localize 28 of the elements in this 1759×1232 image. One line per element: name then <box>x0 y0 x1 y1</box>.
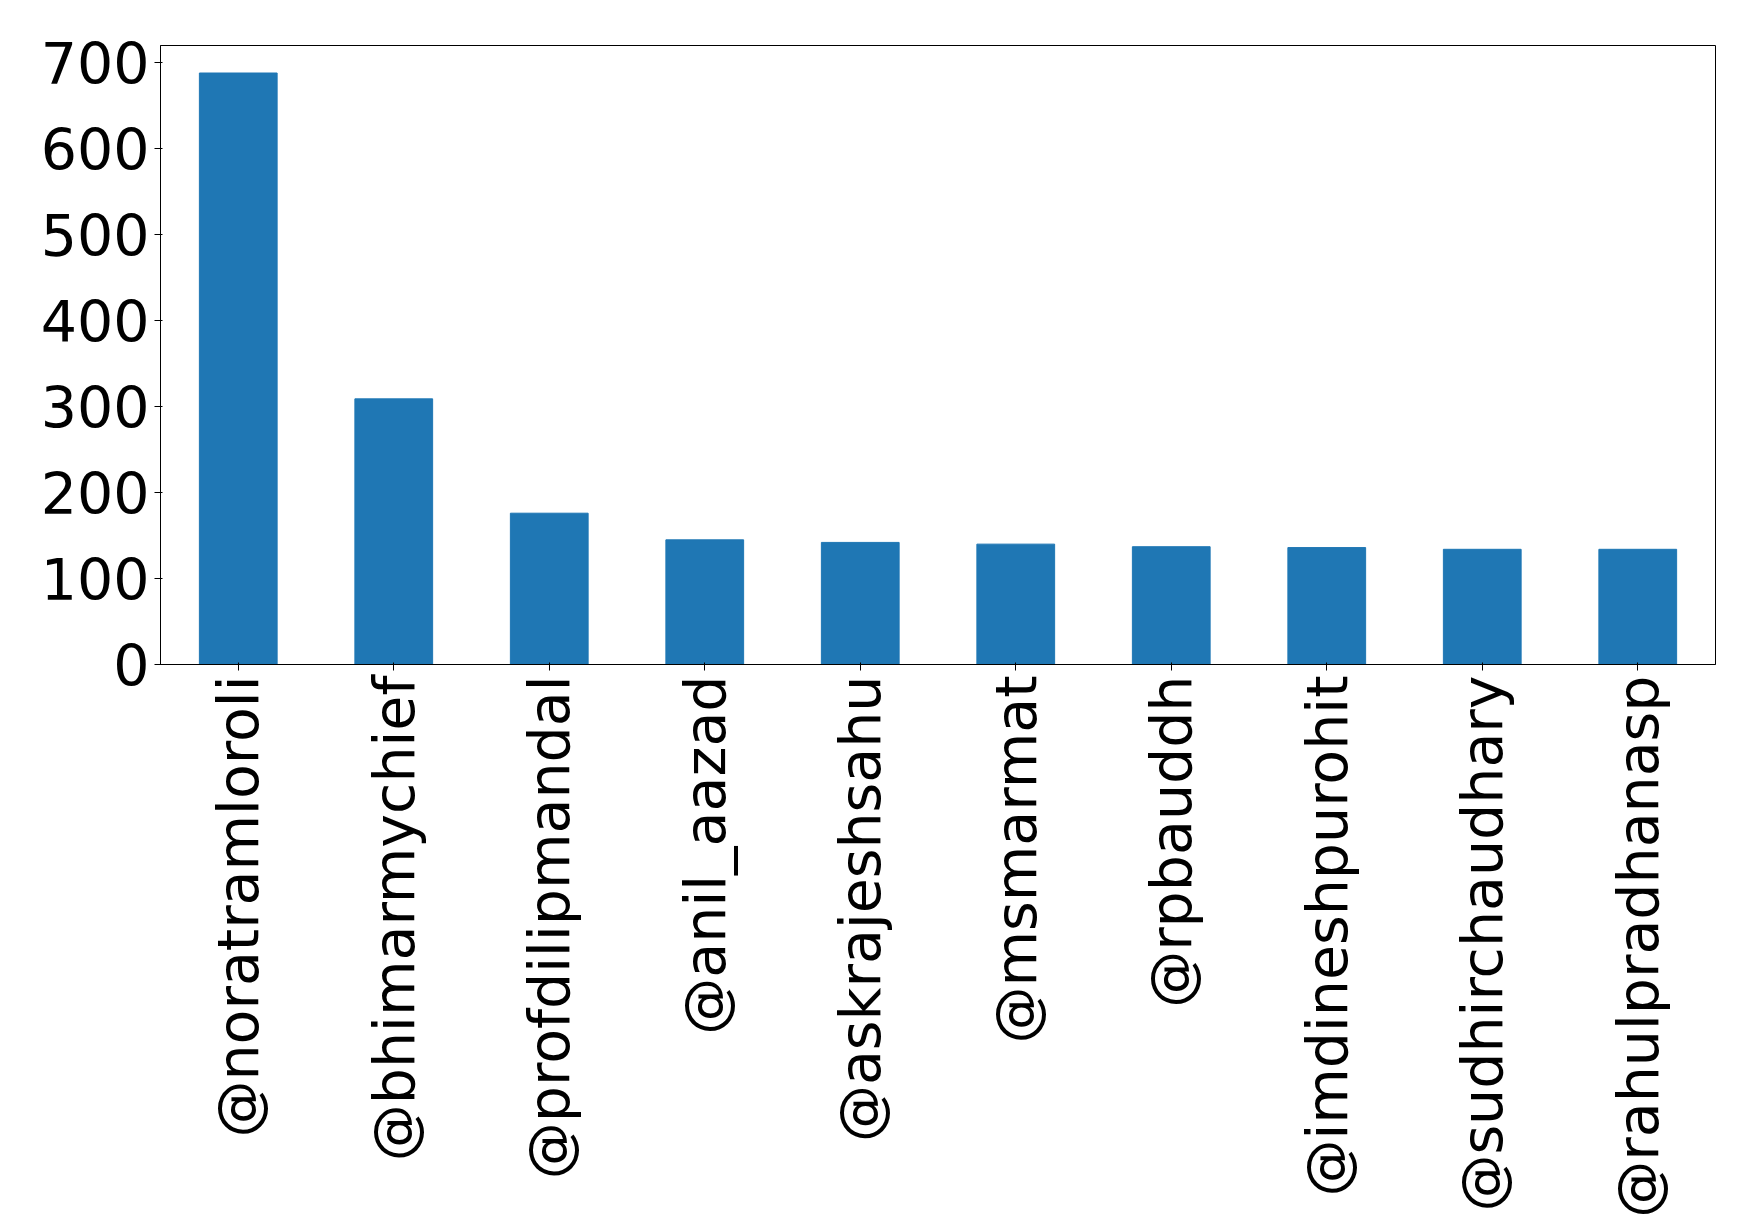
bar <box>198 72 278 665</box>
y-tick-label: 100 <box>40 546 150 613</box>
bar <box>1442 548 1522 665</box>
bar <box>509 512 589 665</box>
y-tick-label: 700 <box>40 30 150 97</box>
x-tick-label: @rahulpradhanasp <box>1604 675 1671 1218</box>
bar <box>1287 547 1367 665</box>
bar <box>976 543 1056 665</box>
y-tick-label: 200 <box>40 460 150 527</box>
x-tick-label: @msmarmat <box>982 675 1049 1044</box>
bar <box>1131 546 1211 665</box>
x-tick-label: @profdilipmandal <box>516 675 583 1180</box>
x-tick-label: @sudhirchaudhary <box>1449 675 1516 1212</box>
x-tick-label: @rpbauddh <box>1138 675 1205 1008</box>
x-tick-label: @imdineshpurohit <box>1293 675 1360 1197</box>
bar <box>1598 548 1678 665</box>
y-tick-label: 500 <box>40 202 150 269</box>
bar <box>820 541 900 665</box>
bar <box>354 398 434 665</box>
y-tick-label: 300 <box>40 374 150 441</box>
y-tick-label: 0 <box>113 632 150 699</box>
x-tick-label: @askrajeshsahu <box>827 675 894 1143</box>
y-tick-label: 400 <box>40 288 150 355</box>
bar <box>665 539 745 665</box>
x-tick-label: @noratramloroli <box>205 675 272 1138</box>
x-tick-label: @bhimarmychief <box>360 673 427 1162</box>
y-tick-label: 600 <box>40 116 150 183</box>
x-tick-label: @anil_aazad <box>671 675 738 1035</box>
